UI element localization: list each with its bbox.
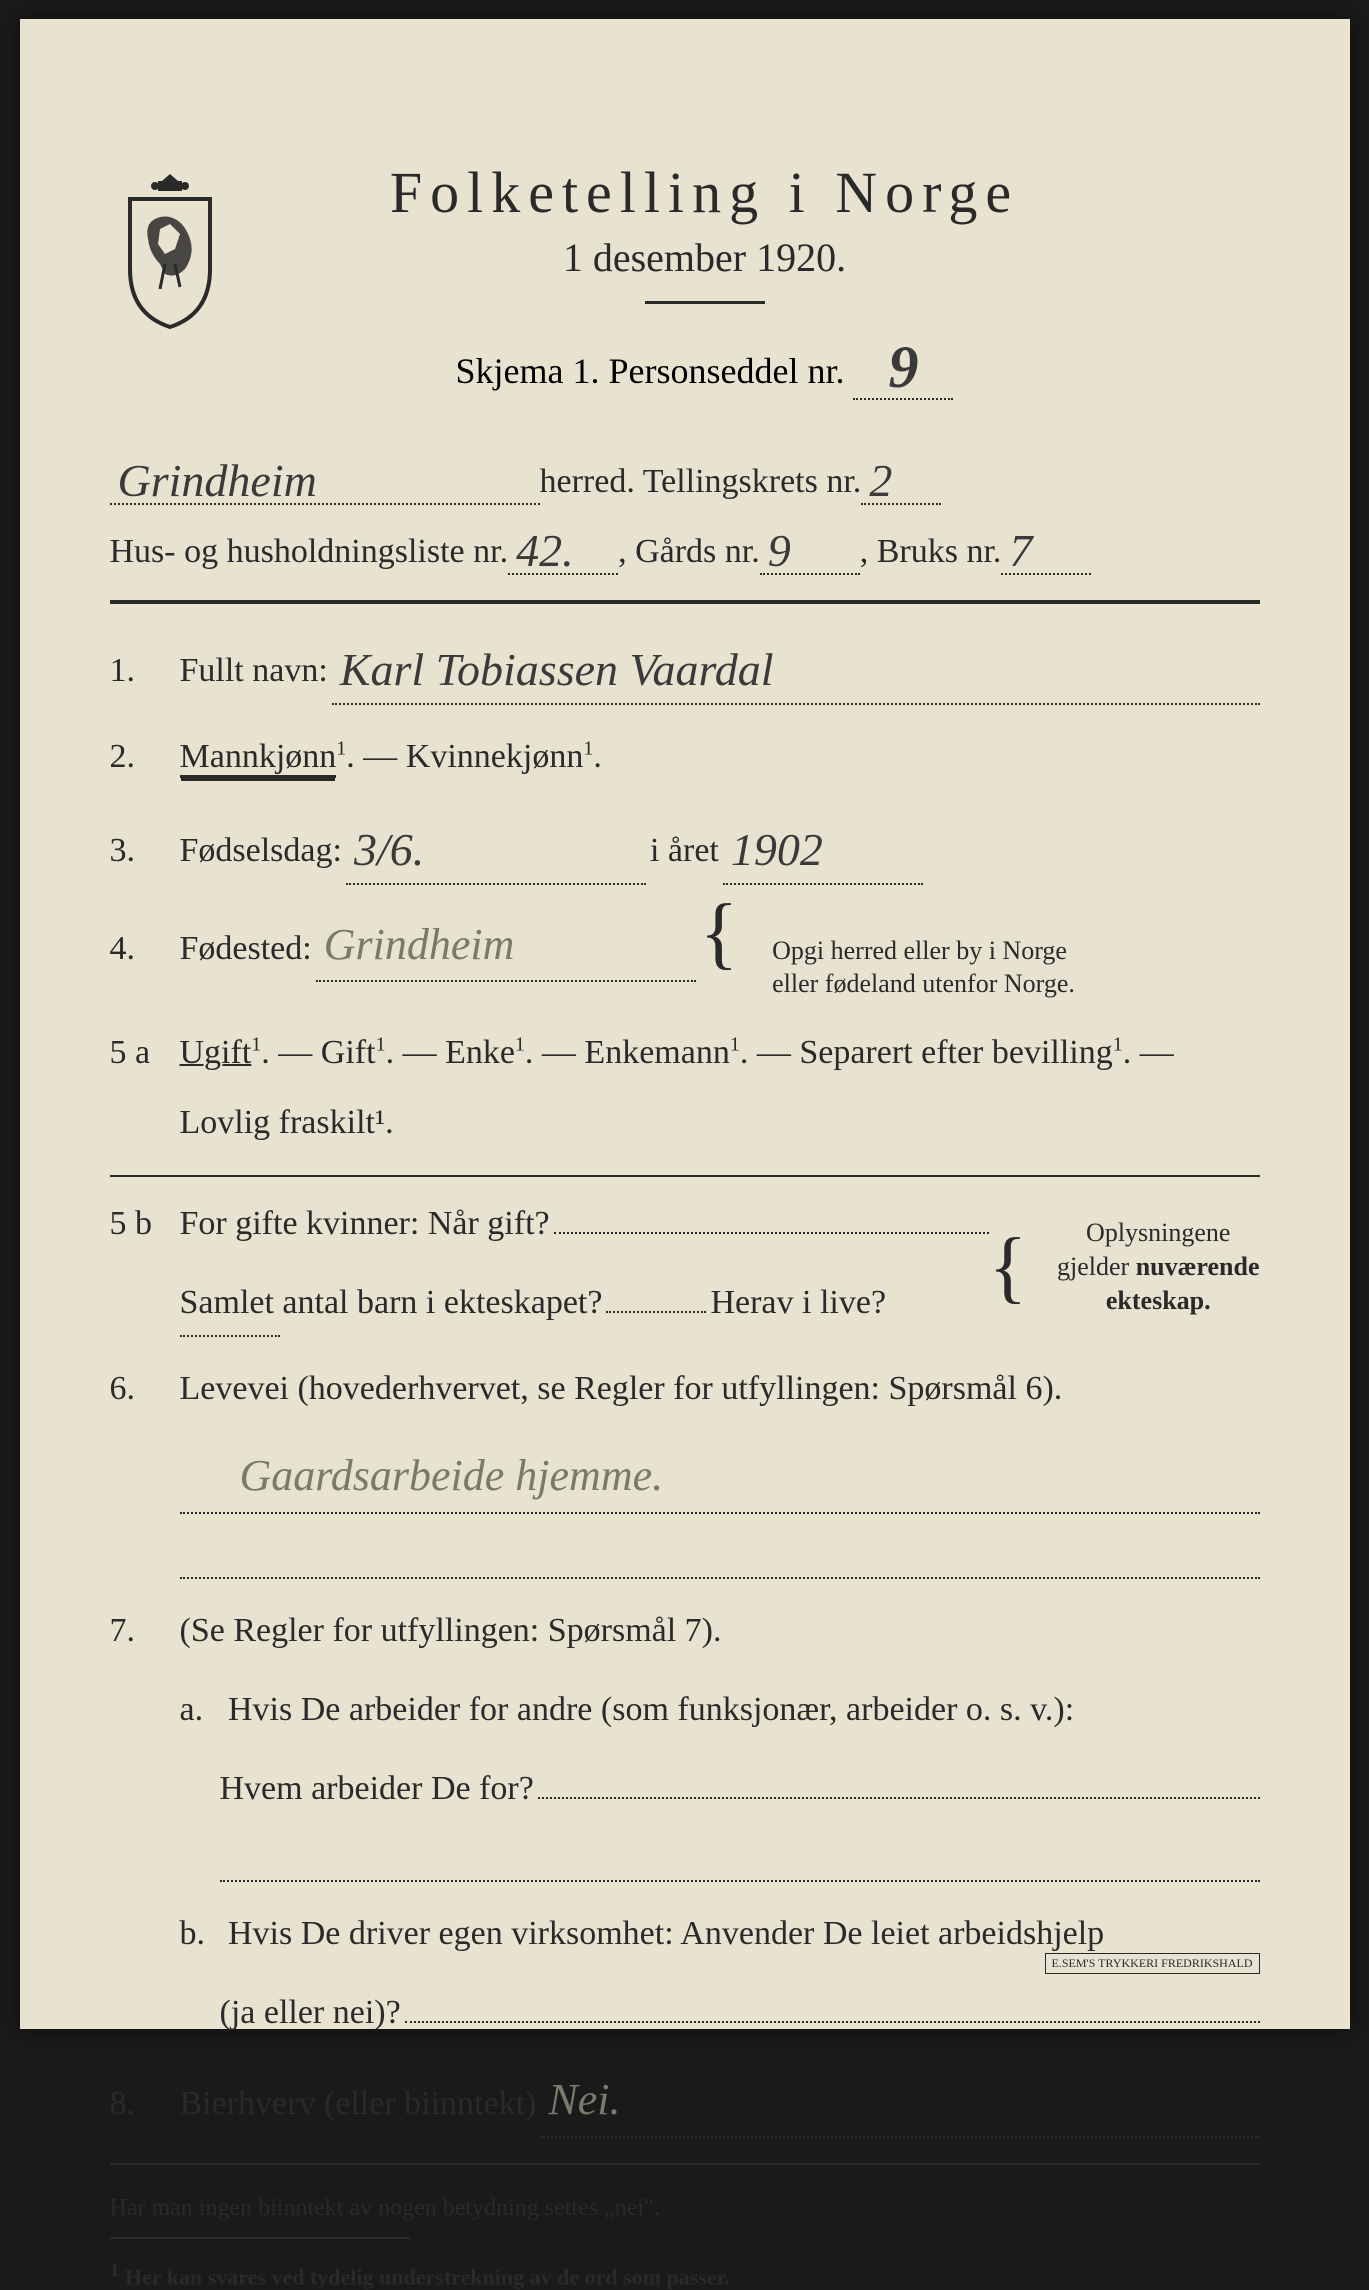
q5a-num: 5 a bbox=[110, 1026, 180, 1080]
footer-note: Har man ingen biinntekt av nogen betydni… bbox=[110, 2195, 1260, 2222]
q7-label: (Se Regler for utfyllingen: Spørsmål 7). bbox=[180, 1604, 1260, 1658]
q7a-text2: Hvem arbeider De for? bbox=[220, 1762, 534, 1816]
divider-4 bbox=[110, 2237, 410, 2239]
title-divider bbox=[645, 301, 765, 304]
schema-line: Skjema 1. Personseddel nr. 9 bbox=[270, 329, 1140, 400]
q4-num: 4. bbox=[110, 922, 180, 976]
q6-num: 6. bbox=[110, 1362, 180, 1416]
q8-num: 8. bbox=[110, 2077, 180, 2131]
q4-label: Fødested: bbox=[180, 922, 312, 976]
q7-num: 7. bbox=[110, 1604, 180, 1658]
q2-sep: . — Kvinnekjønn bbox=[346, 738, 583, 775]
q5b-line2a: Samlet antal barn i ekteskapet? bbox=[180, 1276, 603, 1330]
q6-label: Levevei (hovederhvervet, se Regler for u… bbox=[180, 1370, 1063, 1407]
q7a-text: Hvis De arbeider for andre (som funksjon… bbox=[228, 1691, 1074, 1728]
q3-year-label: i året bbox=[650, 824, 719, 878]
q5a: 5 a Ugift1. — Gift1. — Enke1. — Enkemann… bbox=[110, 1026, 1260, 1150]
divider-3 bbox=[110, 2163, 1260, 2165]
q5b-sidenote: Oplysningene gjelder nuværende ekteskap. bbox=[1057, 1216, 1259, 1317]
husliste-value: 42. bbox=[516, 525, 574, 576]
q5b-line2b: Herav i live? bbox=[710, 1276, 886, 1330]
herred-row: Grindheim herred. Tellingskrets nr. 2 bbox=[110, 450, 1260, 505]
census-form-page: Folketelling i Norge 1 desember 1920. Sk… bbox=[20, 19, 1350, 2029]
q4-sidenote: Opgi herred eller by i Norge eller fødel… bbox=[772, 934, 1075, 1002]
herred-label: herred. Tellingskrets nr. bbox=[540, 463, 862, 501]
q1-label: Fullt navn: bbox=[180, 644, 328, 698]
coat-of-arms-icon bbox=[110, 169, 230, 329]
q5b: 5 b For gifte kvinner: Når gift? Samlet … bbox=[110, 1197, 1260, 1337]
q1-num: 1. bbox=[110, 644, 180, 698]
q3-day: 3/6. bbox=[354, 824, 424, 875]
husliste-label: Hus- og husholdningsliste nr. bbox=[110, 533, 509, 571]
herred-value: Grindheim bbox=[118, 455, 317, 506]
krets-nr: 2 bbox=[869, 455, 892, 506]
q2: 2. Mannkjønn1. — Kvinnekjønn1. bbox=[110, 730, 1260, 784]
schema-label: Skjema 1. Personseddel nr. bbox=[456, 351, 845, 391]
q7a-letter: a. bbox=[180, 1683, 220, 1737]
q3-num: 3. bbox=[110, 824, 180, 878]
q8-value: Nei. bbox=[548, 2075, 620, 2124]
q8-label: Bierhverv (eller biinntekt) bbox=[180, 2077, 537, 2131]
subtitle: 1 desember 1920. bbox=[270, 234, 1140, 281]
husliste-row: Hus- og husholdningsliste nr. 42. , Gård… bbox=[110, 520, 1260, 575]
bruks-value: 7 bbox=[1009, 525, 1032, 576]
q1-value: Karl Tobiassen Vaardal bbox=[340, 644, 774, 695]
printer-mark: E.SEM'S TRYKKERI FREDRIKSHALD bbox=[1045, 1953, 1260, 1974]
q2-num: 2. bbox=[110, 730, 180, 784]
q4: 4. Fødested: Grindheim { Opgi herred ell… bbox=[110, 910, 1260, 1002]
personseddel-nr: 9 bbox=[888, 334, 918, 400]
title-block: Folketelling i Norge 1 desember 1920. Sk… bbox=[270, 159, 1260, 420]
q5a-line2: Lovlig fraskilt¹. bbox=[180, 1096, 1260, 1150]
header-block: Folketelling i Norge 1 desember 1920. Sk… bbox=[110, 159, 1260, 420]
q1: 1. Fullt navn: Karl Tobiassen Vaardal bbox=[110, 629, 1260, 705]
q2-mann: Mannkjønn bbox=[180, 738, 337, 778]
divider-2 bbox=[110, 1175, 1260, 1177]
q3-label: Fødselsdag: bbox=[180, 824, 342, 878]
q4-value: Grindheim bbox=[324, 920, 515, 969]
q6: 6. Levevei (hovederhvervet, se Regler fo… bbox=[110, 1362, 1260, 1579]
q7b-text2: (ja eller nei)? bbox=[220, 1986, 401, 2040]
gards-label: , Gårds nr. bbox=[618, 533, 760, 571]
q5b-num: 5 b bbox=[110, 1197, 180, 1251]
q7b-letter: b. bbox=[180, 1907, 220, 1961]
q8: 8. Bierhverv (eller biinntekt) Nei. bbox=[110, 2065, 1260, 2137]
q3-year: 1902 bbox=[731, 824, 823, 875]
main-title: Folketelling i Norge bbox=[270, 159, 1140, 226]
q6-value: Gaardsarbeide hjemme. bbox=[240, 1451, 664, 1500]
q3: 3. Fødselsdag: 3/6. i året 1902 bbox=[110, 809, 1260, 885]
q5b-label: For gifte kvinner: Når gift? bbox=[180, 1197, 550, 1251]
q5a-ugift: Ugift bbox=[180, 1034, 252, 1071]
bruks-label: , Bruks nr. bbox=[860, 533, 1002, 571]
q7b-text: Hvis De driver egen virksomhet: Anvender… bbox=[228, 1915, 1104, 1952]
divider-1 bbox=[110, 600, 1260, 604]
footer-rule: 1 Her kan svares ved tydelig understrekn… bbox=[110, 2259, 1260, 2290]
gards-value: 9 bbox=[768, 525, 791, 576]
q7: 7. (Se Regler for utfyllingen: Spørsmål … bbox=[110, 1604, 1260, 2041]
